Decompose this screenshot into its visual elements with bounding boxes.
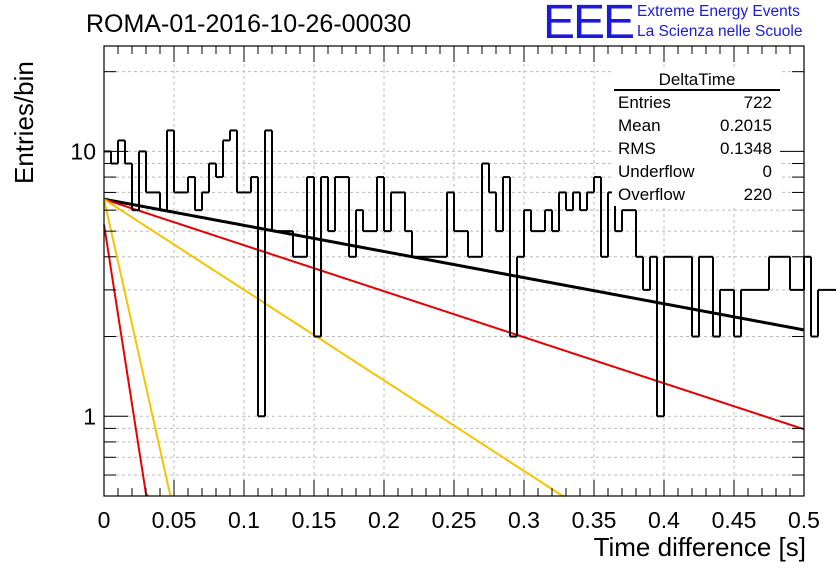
- x-tick-label: 0.15: [292, 507, 337, 533]
- stats-title: DeltaTime: [614, 68, 780, 91]
- stats-row-entries: Entries 722: [612, 91, 780, 114]
- fit-curves: [103, 197, 805, 497]
- x-tick-label: 0.4: [648, 507, 680, 533]
- fit-curve: [103, 198, 565, 497]
- histogram-bins: [104, 129, 836, 418]
- logo-line-2: La Scienza nelle Scuole: [637, 23, 803, 40]
- x-tick-label: 0.3: [508, 507, 540, 533]
- x-tick-label: 0.1: [228, 507, 260, 533]
- fit-curve: [103, 198, 172, 497]
- eee-logo-mark: EEE: [543, 0, 635, 49]
- axis-ticks: [103, 46, 805, 497]
- x-tick-label: 0.45: [712, 507, 757, 533]
- eee-logo-text: Extreme Energy Events La Scienza nelle S…: [637, 2, 802, 42]
- x-tick-label: 0.2: [368, 507, 400, 533]
- axis-tick-labels: 0 0.05 0.1 0.15 0.2 0.25 0.3 0.35 0.4 0.45 0.5 1 10: [70, 138, 820, 533]
- y-axis-label-text: Entries/bin: [9, 61, 39, 184]
- x-tick-label: 0: [98, 507, 111, 533]
- stats-label: Mean: [618, 116, 661, 135]
- stats-row-underflow: Underflow 0: [612, 160, 780, 183]
- stats-value: 0: [762, 162, 772, 181]
- fit-curve: [103, 198, 805, 431]
- logo-line-1: Extreme Energy Events: [637, 3, 800, 20]
- stats-label: Underflow: [618, 162, 695, 181]
- y-tick-label: 1: [83, 403, 96, 429]
- stats-value: 0.1348: [720, 139, 772, 158]
- x-tick-label: 0.05: [152, 507, 197, 533]
- y-tick-label: 10: [70, 138, 96, 164]
- stats-label: Overflow: [618, 185, 686, 204]
- fit-curve: [103, 197, 805, 332]
- x-tick-label: 0.35: [572, 507, 617, 533]
- fit-curve: [103, 224, 149, 497]
- stats-value: 0.2015: [720, 116, 772, 135]
- x-tick-label: 0.5: [788, 507, 820, 533]
- stats-label: RMS: [618, 139, 656, 158]
- stats-row-overflow: Overflow 220: [612, 183, 780, 206]
- chart-title: ROMA-01-2016-10-26-00030: [86, 10, 412, 38]
- x-axis-label: Time difference [s]: [593, 532, 806, 562]
- stats-label: Entries: [618, 93, 671, 112]
- stats-value: 220: [743, 185, 772, 204]
- x-tick-label: 0.25: [432, 507, 477, 533]
- stats-box: DeltaTime Entries 722 Mean 0.2015 RMS 0.…: [612, 68, 780, 206]
- stats-row-rms: RMS 0.1348: [612, 137, 780, 160]
- y-axis-label: Entries/bin: [9, 61, 39, 184]
- stats-row-mean: Mean 0.2015: [612, 114, 780, 137]
- stats-value: 722: [743, 93, 772, 112]
